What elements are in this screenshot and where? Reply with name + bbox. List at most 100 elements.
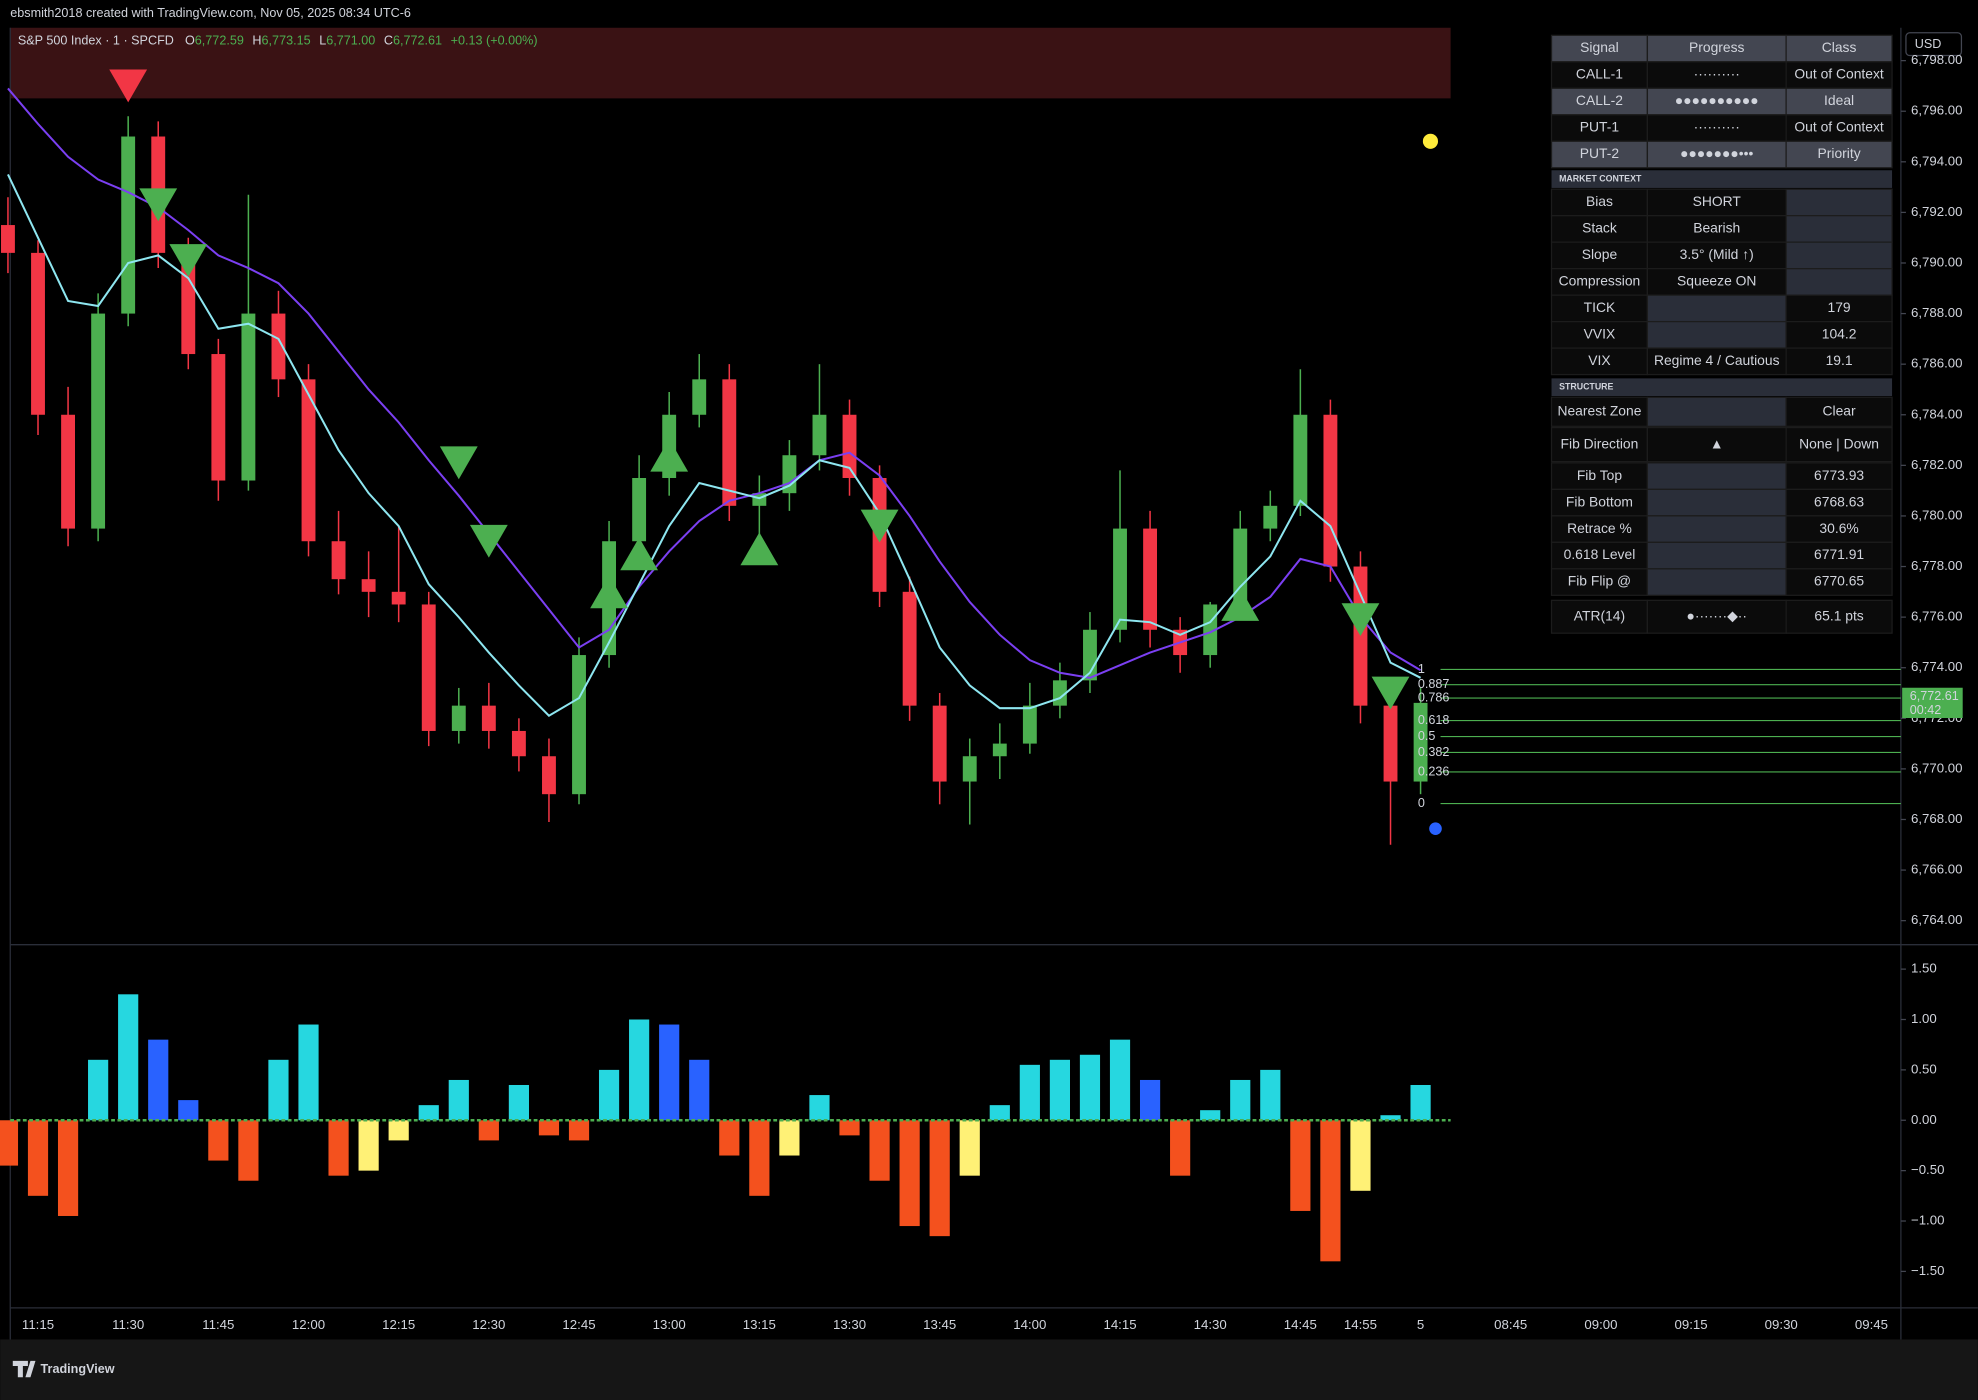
histogram-bar	[1230, 1079, 1251, 1121]
x-tick-label: 11:30	[112, 1317, 144, 1332]
table-cell	[1646, 294, 1787, 323]
table-cell-text: Compression	[1559, 273, 1641, 289]
histogram-bar	[268, 1059, 289, 1121]
histogram-bar	[869, 1120, 890, 1181]
table-cell-text: Ideal	[1824, 92, 1854, 108]
x-tick-label: 14:45	[1284, 1317, 1317, 1332]
y-tick-label: 6,798.00	[1911, 52, 1963, 67]
table-cell-text: Fib Bottom	[1566, 493, 1633, 509]
table-cell-text: 6768.63	[1814, 493, 1864, 509]
table-cell-text: 30.6%	[1819, 520, 1858, 536]
x-tick-label: 13:45	[923, 1317, 956, 1332]
candle-body	[902, 591, 917, 706]
signal-triangle	[139, 188, 178, 222]
table-cell-text: ··········	[1694, 119, 1740, 135]
x-tick-label: 09:00	[1584, 1317, 1617, 1332]
y-tick-label: 1.00	[1911, 1011, 1937, 1026]
footer-bar	[0, 1339, 1978, 1400]
table-cell	[1646, 396, 1787, 427]
candles	[1, 116, 1428, 845]
candle-body	[1143, 528, 1158, 630]
y-tick-label: 6,766.00	[1911, 862, 1963, 877]
candle-body	[391, 591, 406, 605]
candle-body	[962, 756, 977, 782]
table-cell-text: Squeeze ON	[1677, 273, 1756, 289]
x-tick-label: 14:15	[1103, 1317, 1136, 1332]
fib-label: 0.382	[1418, 745, 1450, 759]
signal-triangle	[740, 532, 779, 566]
table-section-title: MARKET CONTEXT	[1559, 173, 1642, 183]
table-cell-text: CALL-1	[1576, 66, 1623, 82]
table-section	[1551, 170, 1893, 188]
histogram-bar	[1260, 1069, 1281, 1121]
candle-body	[1323, 414, 1338, 567]
table-cell	[1646, 268, 1787, 296]
histogram-bar	[448, 1079, 469, 1121]
histogram-bar	[568, 1120, 590, 1141]
y-tick-label: 6,788.00	[1911, 305, 1963, 320]
candle-body	[331, 541, 346, 580]
x-tick-label: 14:55	[1344, 1317, 1377, 1332]
y-tick-label: 6,786.00	[1911, 356, 1963, 371]
table-cell	[1785, 320, 1893, 349]
candle-body	[361, 579, 376, 592]
legend-symbol: S&P 500 Index · 1 · SPCFD	[18, 34, 174, 48]
table-header: Class	[1822, 39, 1857, 55]
fib-label: 0.887	[1418, 677, 1450, 691]
table-cell	[1785, 515, 1893, 543]
x-tick-label: 12:45	[562, 1317, 595, 1332]
table-header: Progress	[1689, 39, 1745, 55]
x-tick-label: 12:15	[382, 1317, 415, 1332]
table-cell	[1646, 61, 1787, 89]
brand-icon	[12, 1360, 36, 1378]
y-tick-label: 6,768.00	[1911, 811, 1963, 826]
last-price-tag	[1902, 687, 1963, 719]
signal-triangle	[469, 524, 508, 558]
table-cell	[1646, 568, 1787, 596]
x-tick-label: 14:00	[1013, 1317, 1046, 1332]
candle-body	[511, 730, 526, 757]
y-tick-label: −0.50	[1911, 1162, 1945, 1177]
histogram-bar	[1380, 1115, 1401, 1121]
histogram-bar	[388, 1120, 409, 1141]
table-cell-text: 6770.65	[1814, 573, 1864, 589]
candle-body	[632, 477, 647, 542]
y-tick-label: 6,776.00	[1911, 609, 1963, 624]
table-cell-text: CALL-2	[1576, 92, 1623, 108]
y-tick-label: 6,778.00	[1911, 558, 1963, 573]
histogram-bar	[629, 1019, 650, 1121]
brand-name: TradingView	[41, 1362, 115, 1376]
fib-label: 0	[1418, 796, 1425, 810]
y-tick-label: 0.50	[1911, 1061, 1937, 1076]
histogram-bar	[118, 994, 139, 1121]
histogram-bar	[779, 1120, 800, 1156]
histogram-bar	[148, 1039, 169, 1121]
currency-label[interactable]: USD	[1915, 37, 1942, 51]
table-cell-text: Regime 4 / Cautious	[1654, 352, 1780, 368]
x-tick-label: 13:30	[833, 1317, 866, 1332]
candle-body	[722, 379, 737, 506]
histogram-bar	[1109, 1039, 1131, 1121]
table-cell-text: PUT-1	[1580, 119, 1620, 135]
table-cell-text: ●●●●●●●●●●	[1675, 92, 1759, 108]
signal-triangle	[1221, 588, 1260, 621]
candle-body	[1353, 566, 1368, 706]
y-tick-label: 0.00	[1911, 1112, 1937, 1127]
currency-button[interactable]	[1905, 32, 1963, 57]
table-cell-text: Clear	[1823, 402, 1857, 418]
y-tick-label: 6,782.00	[1911, 457, 1963, 472]
candle-body	[692, 379, 707, 415]
table-cell	[1646, 320, 1787, 349]
histogram-bar	[959, 1120, 980, 1176]
histogram-bar	[839, 1120, 860, 1136]
table-cell-text: Fib Top	[1577, 467, 1622, 483]
x-tick-label: 13:15	[743, 1317, 776, 1332]
table-cell-text: ··········	[1694, 66, 1740, 82]
table-cell	[1785, 188, 1893, 217]
candle-body	[451, 705, 466, 731]
y-tick-label: 6,790.00	[1911, 254, 1963, 269]
candle-body	[1293, 414, 1308, 506]
x-tick-label: 5	[1417, 1317, 1424, 1332]
last-price-label: 6,772.61	[1910, 689, 1959, 703]
fib-label: 1	[1418, 662, 1425, 676]
